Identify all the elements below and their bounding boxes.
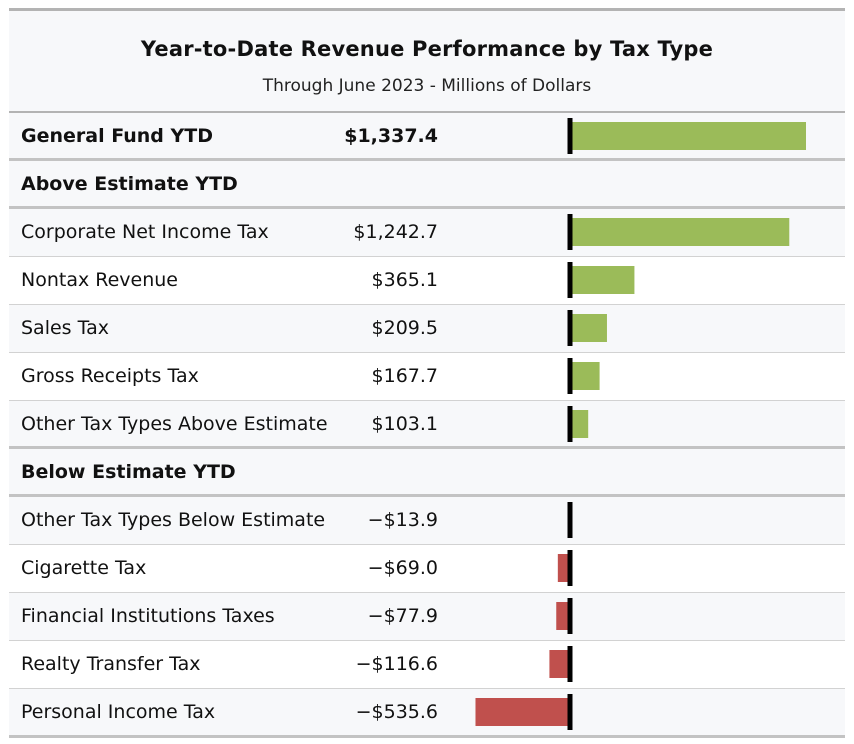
chart-subtitle: Through June 2023 - Millions of Dollars — [262, 76, 592, 96]
row-value: $103.1 — [371, 413, 438, 435]
row-label: Realty Transfer Tax — [21, 653, 201, 675]
section-row: Above Estimate YTD — [9, 161, 845, 209]
row-label: Other Tax Types Above Estimate — [21, 413, 328, 435]
table-row: Cigarette Tax −$69.0 — [9, 545, 845, 593]
table-row: Sales Tax $209.5 — [9, 305, 845, 353]
top-rule — [9, 8, 845, 11]
zero-axis-tick — [567, 646, 573, 682]
row-divider — [9, 640, 845, 641]
table-row: Other Tax Types Above Estimate $103.1 — [9, 401, 845, 449]
zero-axis-tick — [567, 502, 573, 538]
row-label: Financial Institutions Taxes — [21, 605, 275, 627]
section-row: Below Estimate YTD — [9, 449, 845, 497]
zero-axis-tick — [567, 406, 573, 442]
zero-axis-tick — [567, 358, 573, 394]
zero-axis-tick — [567, 310, 573, 346]
zero-axis-tick — [567, 694, 573, 730]
row-value: −$77.9 — [367, 605, 438, 627]
zero-axis-tick — [567, 550, 573, 586]
row-divider — [9, 544, 845, 545]
table-header: Year-to-Date Revenue Performance by Tax … — [9, 11, 845, 111]
table-row: Realty Transfer Tax −$116.6 — [9, 641, 845, 689]
section-label: Above Estimate YTD — [21, 173, 238, 195]
bar-chart — [475, 118, 806, 730]
row-divider — [9, 688, 845, 689]
table-row: Nontax Revenue $365.1 — [9, 257, 845, 305]
table-row: Other Tax Types Below Estimate −$13.9 — [9, 497, 845, 545]
zero-axis-tick — [567, 262, 573, 298]
zero-axis-tick — [567, 214, 573, 250]
revenue-table: Year-to-Date Revenue Performance by Tax … — [9, 8, 845, 738]
bar-realty-transfer-tax — [549, 650, 570, 678]
total-row: General Fund YTD $1,337.4 — [9, 113, 845, 161]
row-value: $209.5 — [371, 317, 438, 339]
row-divider — [9, 494, 845, 497]
row-value: −$535.6 — [355, 701, 438, 723]
row-value: $1,337.4 — [344, 125, 438, 147]
row-label: Nontax Revenue — [21, 269, 179, 291]
bar-corporate-net-income-tax — [570, 218, 790, 246]
row-divider — [9, 256, 845, 257]
bar-personal-income-tax — [475, 698, 570, 726]
row-label: Corporate Net Income Tax — [21, 221, 269, 243]
row-label: General Fund YTD — [21, 125, 214, 147]
row-value: −$69.0 — [367, 557, 438, 579]
row-divider — [9, 352, 845, 353]
row-label: Sales Tax — [21, 317, 109, 339]
bar-gross-receipts-tax — [570, 362, 600, 390]
bar-other-tax-types-above-estimate — [570, 410, 589, 438]
row-divider — [9, 446, 845, 449]
bar-cigarette-tax — [557, 554, 570, 582]
row-divider — [9, 592, 845, 593]
table-row: Personal Income Tax −$535.6 — [9, 689, 845, 737]
row-label: Personal Income Tax — [21, 701, 216, 723]
row-value: −$13.9 — [367, 509, 438, 531]
section-label: Below Estimate YTD — [21, 461, 236, 483]
zero-axis-tick — [567, 598, 573, 634]
table-row: Financial Institutions Taxes −$77.9 — [9, 593, 845, 641]
row-divider — [9, 206, 845, 209]
row-value: $1,242.7 — [353, 221, 438, 243]
row-divider — [9, 304, 845, 305]
row-label: Cigarette Tax — [21, 557, 147, 579]
row-value: −$116.6 — [355, 653, 438, 675]
table-row: Corporate Net Income Tax $1,242.7 — [9, 209, 845, 257]
bar-general-fund-ytd — [570, 122, 806, 150]
bar-financial-institutions-taxes — [556, 602, 570, 630]
row-label: Gross Receipts Tax — [21, 365, 199, 387]
row-value: $167.7 — [371, 365, 438, 387]
chart-title: Year-to-Date Revenue Performance by Tax … — [140, 37, 714, 61]
bar-nontax-revenue — [570, 266, 635, 294]
zero-axis-tick — [567, 118, 573, 154]
table-row: Gross Receipts Tax $167.7 — [9, 353, 845, 401]
row-divider — [9, 400, 845, 401]
bar-sales-tax — [570, 314, 607, 342]
header-rule — [9, 111, 845, 113]
bottom-rule — [9, 735, 845, 738]
row-value: $365.1 — [371, 269, 438, 291]
row-label: Other Tax Types Below Estimate — [21, 509, 326, 531]
row-divider — [9, 158, 845, 161]
